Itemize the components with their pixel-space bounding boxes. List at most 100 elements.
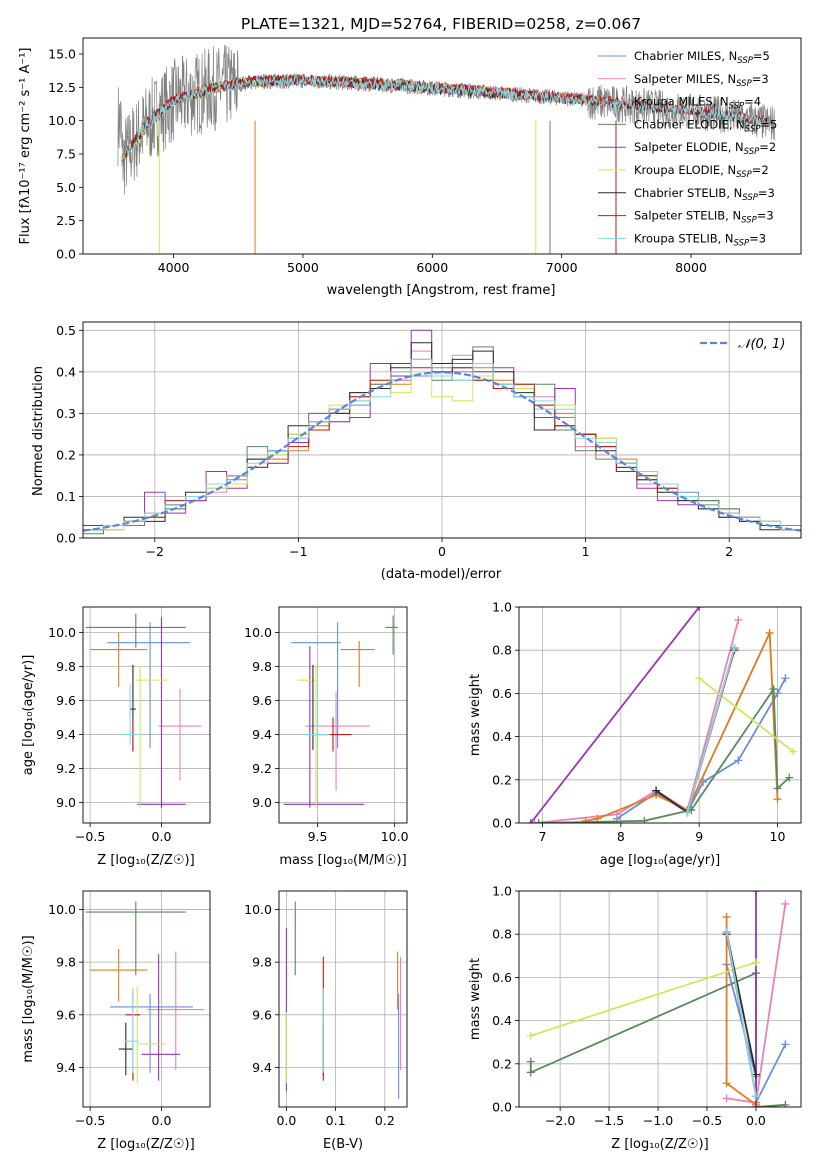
mass-weight-marker	[781, 899, 790, 908]
errorbar-point	[90, 632, 148, 687]
age-vs-mass-axes: 9.5 10.0 9.0 9.2 9.4 9.6 9.8 10.0	[244, 606, 409, 844]
mass-vs-ebv-axes: 0.0 0.1 0.2 9.4 9.6 9.8 10.0	[244, 890, 408, 1128]
mass-weight-marker	[781, 1040, 790, 1049]
mass-weight-marker	[751, 891, 760, 895]
mass-weight-marker	[751, 1092, 760, 1101]
mass-weight-marker	[769, 685, 778, 694]
weight-vs-age-frame	[518, 606, 802, 824]
errorbar-point	[141, 954, 181, 1081]
errorbar-point	[305, 683, 330, 744]
mass-weight-marker	[734, 756, 743, 765]
weight-vs-Z-plot-area	[526, 891, 790, 1107]
mass-weight-marker	[581, 816, 590, 823]
errorbar-point	[147, 951, 205, 1071]
residual-hist-plot-area	[83, 329, 801, 535]
y-tick-label: 10.0	[48, 902, 76, 917]
mZ-ylabel: mass [log₁₀(M/M☉)]	[21, 935, 36, 1062]
errorbar-point	[85, 901, 186, 976]
legend-entry: Kroupa STELIB, NSSP=3	[634, 231, 766, 248]
spectrum-plot-area	[117, 44, 776, 254]
x-tick-label: 0.1	[326, 1113, 346, 1128]
y-tick-label: 0.2	[492, 772, 512, 787]
legend-entry: Chabrier STELIB, NSSP=3	[634, 186, 775, 203]
x-tick-label: 6000	[416, 260, 448, 275]
ageM-xlabel: mass [log₁₀(M/M☉)]	[279, 853, 406, 868]
errorbar-point	[107, 622, 191, 749]
y-tick-label: 9.6	[56, 693, 76, 708]
y-tick-label: 0.0	[492, 816, 512, 831]
y-tick-label: 10.0	[244, 625, 272, 640]
y-tick-label: 1.0	[492, 600, 512, 615]
spectrum-frame	[82, 37, 802, 255]
x-tick-label: −0.5	[75, 829, 105, 844]
x-tick-label: 9.5	[308, 829, 328, 844]
mass-vs-Z-axes: −0.5 0.0 9.4 9.6 9.8 10.0	[48, 890, 211, 1128]
mass-vs-ebv-plot-area	[285, 901, 402, 1100]
spectrum-xlabel: wavelength [Angstrom, rest frame]	[327, 283, 556, 298]
y-tick-label: 10.0	[244, 902, 272, 917]
errorbar-point	[110, 993, 193, 1073]
errorbar-point	[121, 683, 139, 745]
legend-entry: 𝒩(0, 1)	[738, 337, 785, 352]
x-tick-label: 0.0	[746, 1113, 766, 1128]
ageZ-ylabel: age [log₁₀(age/yr)]	[21, 655, 36, 776]
x-tick-label: 0.0	[152, 1113, 172, 1128]
residual-hist-axes: −2 −1 0 1 2 0.0 0.1 0.2 0.3 0.4 0.5 𝒩(0, 1)	[56, 321, 802, 559]
y-tick-label: 0.8	[492, 927, 512, 942]
legend-entry: Kroupa MILES, NSSP=4	[634, 95, 761, 112]
age-vs-Z-plot-area	[85, 613, 202, 808]
errorbar-point	[124, 988, 139, 1073]
mass-weight-marker	[722, 1094, 731, 1103]
mass-weight-marker	[773, 795, 782, 804]
x-tick-label: −2.0	[545, 1113, 575, 1128]
y-tick-label: 0.2	[56, 447, 76, 462]
y-tick-label: 9.4	[56, 1060, 76, 1075]
mE-xlabel: E(B-V)	[323, 1137, 363, 1152]
mass-weight-marker	[695, 674, 704, 683]
y-tick-label: 9.0	[252, 795, 272, 810]
hist-xlabel: (data-model)/error	[381, 567, 502, 582]
mass-weight-marker	[526, 1031, 535, 1040]
mass-weight-marker	[526, 1057, 535, 1066]
mass-weight-marker	[773, 784, 782, 793]
y-tick-label: 9.6	[252, 1007, 272, 1022]
mass-weight-line	[616, 677, 787, 820]
mass-weight-marker	[734, 615, 743, 624]
age-vs-Z-axes: −0.5 0.0 9.0 9.2 9.4 9.6 9.8 10.0	[48, 606, 211, 844]
x-tick-label: 10	[770, 829, 786, 844]
mass-weight-marker	[751, 1070, 760, 1079]
mass-weight-marker	[530, 819, 539, 823]
legend-entry: Salpeter STELIB, NSSP=3	[634, 209, 774, 226]
y-tick-label: 9.8	[56, 955, 76, 970]
y-tick-label: 0.6	[492, 970, 512, 985]
y-tick-label: 0.0	[56, 247, 76, 262]
y-tick-label: 9.6	[56, 1007, 76, 1022]
y-tick-label: 0.4	[56, 364, 76, 379]
x-tick-label: 9	[695, 829, 703, 844]
y-tick-label: 7.5	[56, 147, 76, 162]
errorbar-point	[385, 615, 398, 655]
mass-weight-line	[686, 647, 736, 813]
mass-weight-marker	[781, 674, 790, 683]
y-tick-label: 9.2	[56, 761, 76, 776]
residual-hist-frame	[82, 321, 802, 539]
y-tick-label: 12.5	[48, 80, 76, 95]
x-tick-label: −1.0	[643, 1113, 673, 1128]
mass-weight-marker	[751, 958, 760, 967]
spectrum-axes: 4000 5000 6000 7000 8000 0.0 2.5 5.0 7.5 10.0 12.5…	[48, 37, 802, 275]
errorbar-point	[283, 646, 364, 808]
weight-vs-age-axes: 7 8 9 10 0.0 0.2 0.4 0.6 0.8 1.0	[492, 600, 802, 844]
wZ-ylabel: mass weight	[468, 958, 483, 1040]
x-tick-label: 0.2	[375, 1113, 395, 1128]
x-tick-label: 0.0	[276, 1113, 296, 1128]
histogram-step	[83, 358, 801, 531]
normal-pdf-line	[83, 371, 801, 532]
mass-weight-marker	[773, 689, 782, 698]
errorbar-point	[90, 948, 148, 1002]
wAge-ylabel: mass weight	[468, 674, 483, 756]
y-tick-label: 9.4	[56, 727, 76, 742]
y-tick-label: 9.4	[252, 1060, 272, 1075]
x-tick-label: 2	[725, 544, 733, 559]
x-tick-label: −0.5	[692, 1113, 722, 1128]
legend-entry: Kroupa ELODIE, NSSP=2	[634, 163, 769, 180]
